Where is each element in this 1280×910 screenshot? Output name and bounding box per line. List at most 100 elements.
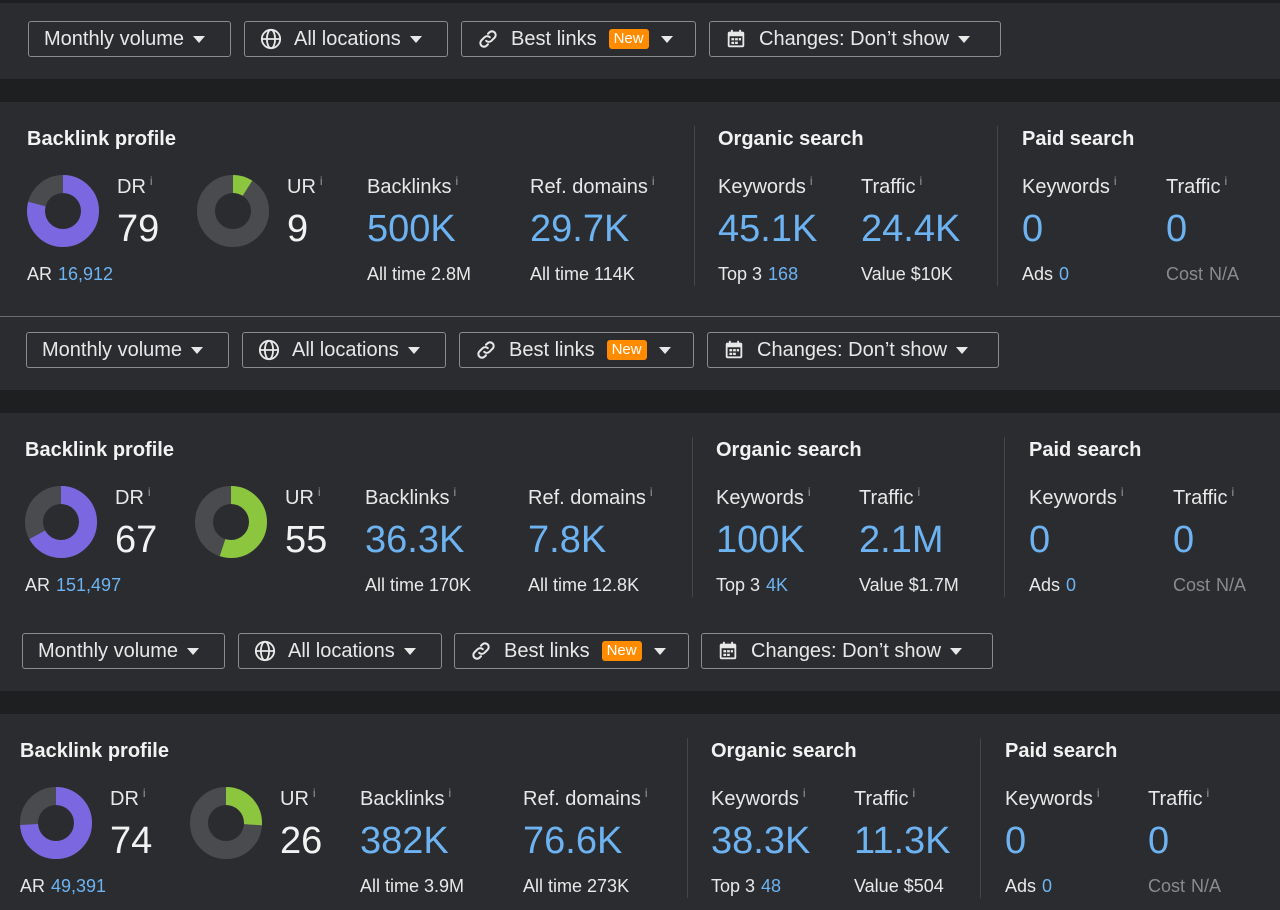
ads-value[interactable]: 0 [1042, 876, 1053, 896]
ref-domains-value[interactable]: 7.8K [528, 519, 607, 561]
value-label: Value [861, 264, 906, 284]
locations-dropdown[interactable]: All locations [238, 633, 442, 669]
value-label: Value [854, 876, 899, 896]
info-icon[interactable]: i [147, 485, 151, 499]
keywords-label-text: Keywords [711, 788, 799, 810]
backlinks-value[interactable]: 36.3K [365, 519, 465, 561]
ur-donut-chart [190, 787, 262, 859]
monthly-volume-dropdown[interactable]: Monthly volume [28, 21, 231, 57]
changes-dropdown[interactable]: Changes: Don’t show [709, 21, 1001, 57]
organic-traffic-value[interactable]: 24.4K [861, 208, 961, 250]
monthly-volume-label: Monthly volume [38, 639, 179, 662]
info-icon[interactable]: i [1224, 174, 1228, 188]
info-icon[interactable]: i [1096, 786, 1100, 800]
changes-label: Changes: Don’t show [759, 27, 950, 50]
traffic-label-text: Traffic [859, 487, 914, 509]
organic-keywords-value[interactable]: 45.1K [718, 208, 818, 250]
paid-keywords-value[interactable]: 0 [1022, 208, 1044, 250]
info-icon[interactable]: i [912, 786, 916, 800]
info-icon[interactable]: i [649, 485, 653, 499]
info-icon[interactable]: i [802, 786, 806, 800]
info-icon[interactable]: i [142, 786, 146, 800]
backlinks-label-text: Backlinks [365, 487, 450, 509]
traffic-label-text: Traffic [854, 788, 909, 810]
info-icon[interactable]: i [917, 485, 921, 499]
info-icon[interactable]: i [319, 174, 323, 188]
organic-keywords-label: Keywords i [711, 786, 805, 811]
organic-traffic-value[interactable]: 2.1M [859, 519, 944, 561]
top3-value[interactable]: 168 [768, 264, 799, 284]
info-icon[interactable]: i [1113, 174, 1117, 188]
ar-value[interactable]: 49,391 [51, 876, 107, 896]
info-icon[interactable]: i [809, 174, 813, 188]
info-icon[interactable]: i [1231, 485, 1235, 499]
dr-value: 67 [115, 519, 158, 561]
info-icon[interactable]: i [149, 174, 153, 188]
paid-cost: Cost N/A [1173, 575, 1246, 596]
best-links-label: Best links [511, 27, 597, 50]
ref-domains-all-time: All time 114K [530, 264, 635, 285]
top3-value[interactable]: 4K [766, 575, 789, 595]
new-badge: New [601, 641, 642, 661]
ar-value[interactable]: 16,912 [58, 264, 114, 284]
ref-domains-value[interactable]: 76.6K [523, 820, 623, 862]
metrics-card: Backlink profile DR i 74 AR 49,391 UR i 26 … [0, 714, 1280, 910]
dr-label-text: DR [115, 487, 144, 509]
info-icon[interactable]: i [455, 174, 459, 188]
changes-dropdown[interactable]: Changes: Don’t show [701, 633, 993, 669]
info-icon[interactable]: i [312, 786, 316, 800]
all-time-label: All time [360, 876, 420, 896]
backlinks-value[interactable]: 382K [360, 820, 449, 862]
paid-traffic-value[interactable]: 0 [1148, 820, 1170, 862]
organic-value: Value $10K [861, 264, 953, 285]
paid-keywords-value[interactable]: 0 [1005, 820, 1027, 862]
ref-domains-label: Ref. domains i [528, 485, 653, 510]
dr-donut-chart [20, 787, 92, 859]
locations-dropdown[interactable]: All locations [242, 332, 446, 368]
info-icon[interactable]: i [448, 786, 452, 800]
backlinks-label-text: Backlinks [360, 788, 445, 810]
monthly-volume-dropdown[interactable]: Monthly volume [26, 332, 229, 368]
info-icon[interactable]: i [1120, 485, 1124, 499]
ref-domains-value[interactable]: 29.7K [530, 208, 630, 250]
paid-traffic-value[interactable]: 0 [1166, 208, 1188, 250]
ar-value[interactable]: 151,497 [56, 575, 122, 595]
info-icon[interactable]: i [453, 485, 457, 499]
paid-traffic-label: Traffic i [1166, 174, 1227, 199]
paid-ads: Ads 0 [1022, 264, 1069, 285]
ur-value: 26 [280, 820, 323, 862]
best-links-dropdown[interactable]: Best links New [459, 332, 694, 368]
paid-keywords-value[interactable]: 0 [1029, 519, 1051, 561]
dr-value: 74 [110, 820, 153, 862]
info-icon[interactable]: i [651, 174, 655, 188]
ads-value[interactable]: 0 [1066, 575, 1077, 595]
ads-label: Ads [1022, 264, 1054, 284]
changes-dropdown[interactable]: Changes: Don’t show [707, 332, 999, 368]
monthly-volume-label: Monthly volume [42, 338, 183, 361]
locations-dropdown[interactable]: All locations [244, 21, 448, 57]
organic-top3: Top 3 48 [711, 876, 781, 897]
organic-traffic-value[interactable]: 11.3K [854, 820, 951, 862]
globe-icon [254, 640, 276, 662]
info-icon[interactable]: i [807, 485, 811, 499]
info-icon[interactable]: i [1206, 786, 1210, 800]
link-icon [472, 642, 490, 660]
info-icon[interactable]: i [317, 485, 321, 499]
dr-donut-arc [20, 787, 92, 859]
ur-donut-arc [195, 486, 267, 558]
backlinks-value[interactable]: 500K [367, 208, 456, 250]
organic-keywords-value[interactable]: 100K [716, 519, 805, 561]
ref-domains-label-text: Ref. domains [523, 788, 641, 810]
backlinks-label: Backlinks i [365, 485, 456, 510]
best-links-dropdown[interactable]: Best links New [461, 21, 696, 57]
monthly-volume-dropdown[interactable]: Monthly volume [22, 633, 225, 669]
top3-value[interactable]: 48 [761, 876, 782, 896]
info-icon[interactable]: i [644, 786, 648, 800]
info-icon[interactable]: i [919, 174, 923, 188]
value-label: Value [859, 575, 904, 595]
organic-search-heading: Organic search [718, 128, 864, 150]
best-links-dropdown[interactable]: Best links New [454, 633, 689, 669]
organic-keywords-value[interactable]: 38.3K [711, 820, 811, 862]
ads-value[interactable]: 0 [1059, 264, 1070, 284]
paid-traffic-value[interactable]: 0 [1173, 519, 1195, 561]
